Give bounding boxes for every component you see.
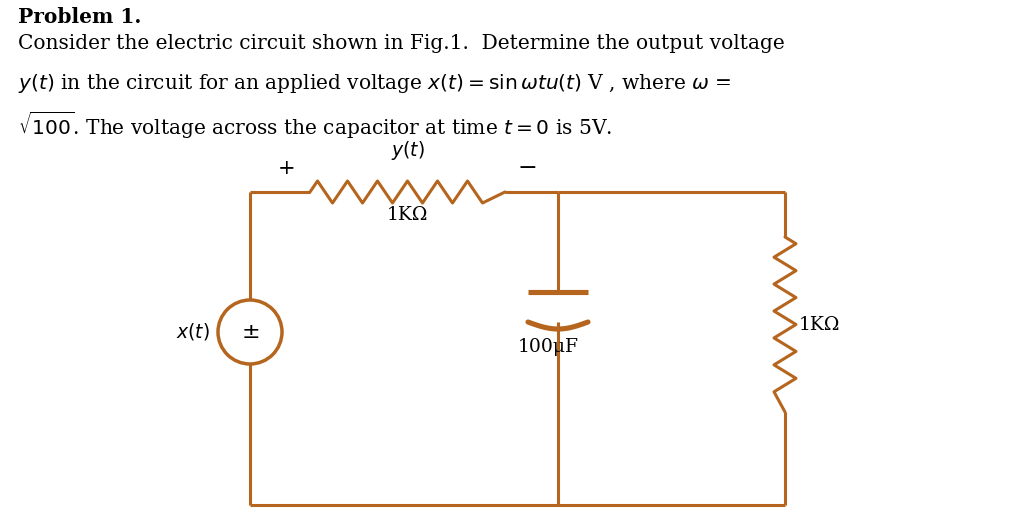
Text: $x(t)$: $x(t)$ xyxy=(176,321,210,343)
Text: 1KΩ: 1KΩ xyxy=(799,316,841,334)
Text: $\sqrt{100}$. The voltage across the capacitor at time $t = 0$ is 5V.: $\sqrt{100}$. The voltage across the cap… xyxy=(18,110,612,141)
Text: Consider the electric circuit shown in Fig.1.  Determine the output voltage: Consider the electric circuit shown in F… xyxy=(18,34,784,53)
Text: −: − xyxy=(517,157,537,180)
Text: $y(t)$ in the circuit for an applied voltage $x(t) = \sin\omega t u(t)$ V , wher: $y(t)$ in the circuit for an applied vol… xyxy=(18,72,731,95)
Text: +: + xyxy=(278,159,295,178)
Text: Problem 1.: Problem 1. xyxy=(18,7,141,27)
Text: 100μF: 100μF xyxy=(517,338,579,356)
Text: $\pm$: $\pm$ xyxy=(241,321,259,343)
Text: $y(t)$: $y(t)$ xyxy=(390,139,424,162)
Text: 1KΩ: 1KΩ xyxy=(387,206,428,224)
